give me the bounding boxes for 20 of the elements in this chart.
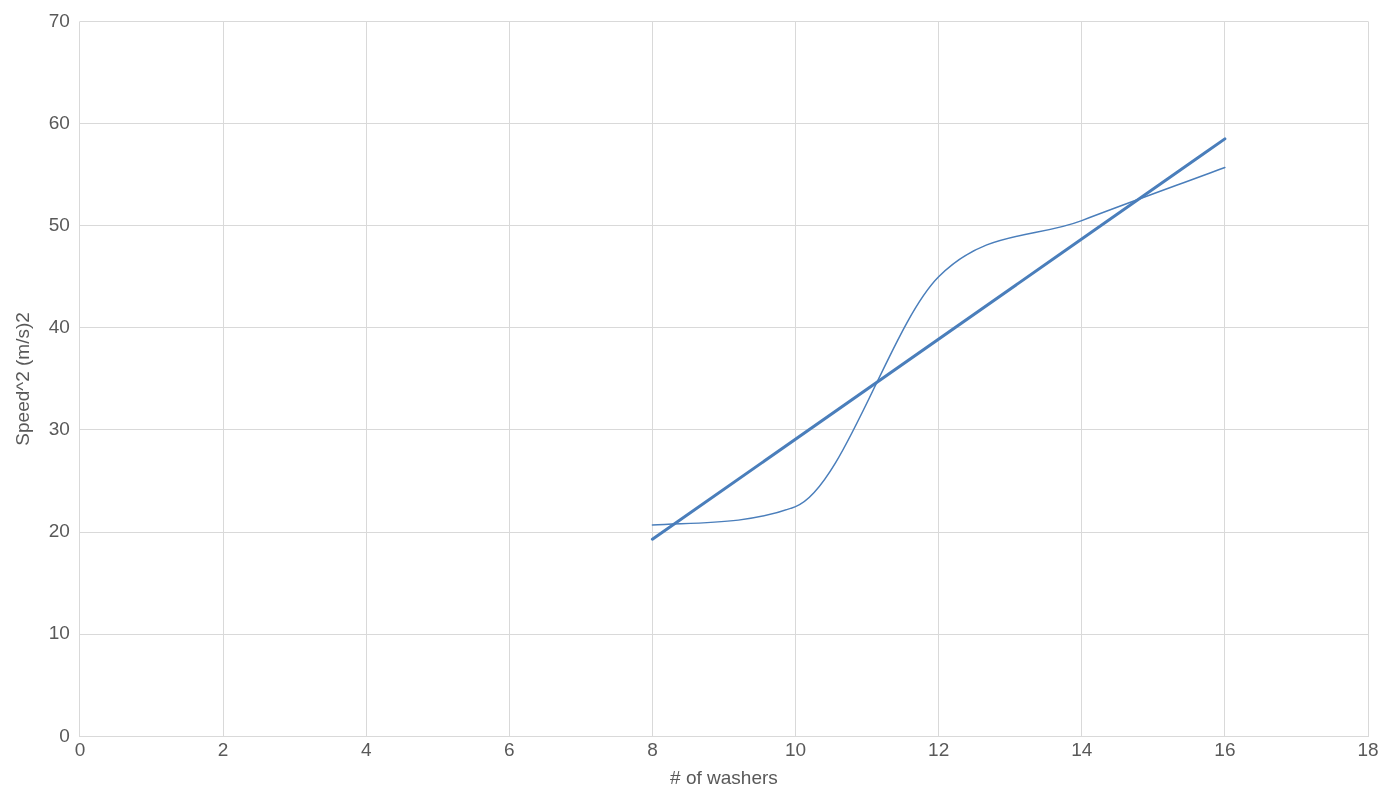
x-axis-title: # of washers (670, 766, 778, 788)
x-tick-label: 10 (784, 739, 807, 761)
y-axis-title: Speed^2 (m/s)2 (11, 312, 33, 446)
x-tick-label: 18 (1357, 739, 1379, 761)
y-tick-label: 70 (48, 9, 70, 31)
y-tick-label: 40 (48, 316, 70, 338)
x-tick-label: 16 (1214, 739, 1236, 761)
x-tick-label: 6 (504, 739, 515, 761)
x-tick-label: 14 (1071, 739, 1093, 761)
x-tick-label: 0 (74, 739, 86, 761)
y-tick-label: 30 (48, 418, 70, 440)
x-tick-label: 2 (217, 739, 229, 761)
x-tick-label: 12 (928, 739, 950, 761)
y-tick-label: 50 (48, 213, 70, 235)
y-tick-label: 0 (59, 724, 70, 746)
y-tick-label: 60 (48, 111, 70, 133)
y-tick-label: 20 (48, 520, 70, 542)
x-tick-label: 4 (360, 739, 372, 761)
x-tick-label: 8 (647, 739, 658, 761)
y-tick-label: 10 (48, 622, 70, 644)
